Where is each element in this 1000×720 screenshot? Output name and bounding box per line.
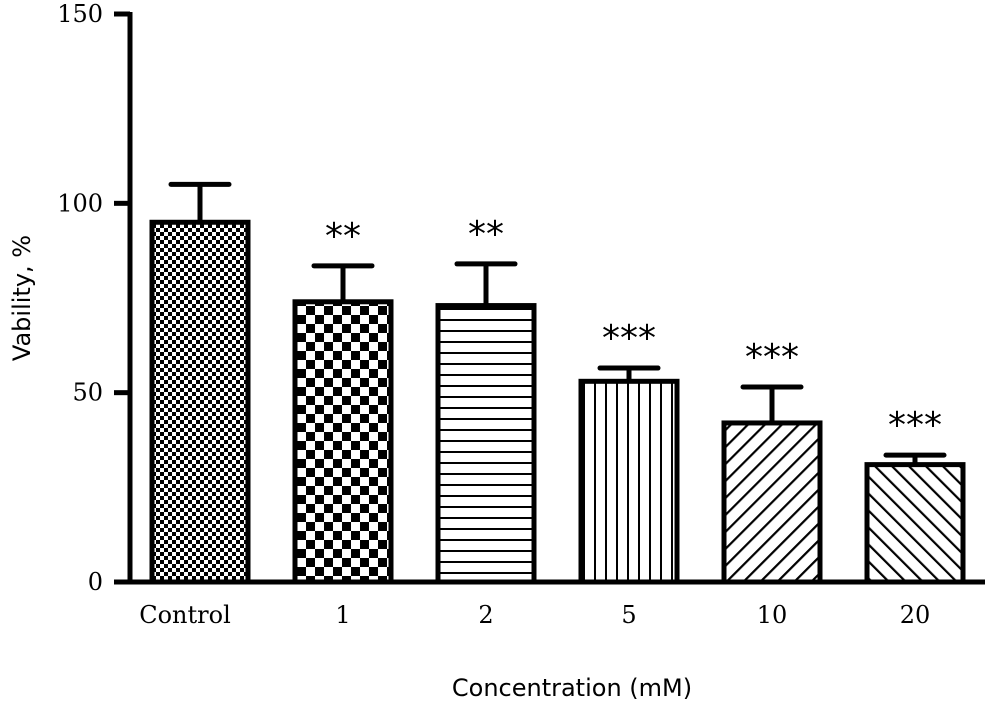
significance-label-2: **: [468, 214, 504, 255]
x-tick-label-3: 5: [621, 601, 636, 629]
x-axis-title: Concentration (mM): [452, 674, 692, 702]
x-tick-label-4: 10: [757, 601, 788, 629]
significance-label-1: **: [325, 216, 361, 257]
x-tick-label-0: Control: [139, 601, 231, 629]
bar-0: [149, 219, 251, 585]
bar-4: [721, 420, 823, 585]
error-bars-layer: [168, 181, 947, 465]
bar-2: [435, 303, 537, 585]
significance-layer: ** ***** ******: [325, 214, 942, 446]
y-tick-label-0: 0: [88, 568, 103, 596]
significance-label-3: ***: [602, 318, 656, 359]
significance-label-4: ***: [745, 337, 799, 378]
y-tick-label-3: 150: [57, 0, 103, 28]
x-ticks-layer: Control 1 2 5 10 20: [139, 601, 930, 629]
bars-layer: [149, 219, 966, 585]
y-axis-title: Vability, %: [8, 235, 36, 361]
bar-3: [578, 378, 680, 585]
y-ticks-layer: 0 50 100 150: [57, 0, 130, 596]
significance-label-5: ***: [888, 405, 942, 446]
bar-5: [864, 462, 966, 585]
x-tick-label-2: 2: [478, 601, 493, 629]
bar-1: [292, 299, 394, 585]
x-tick-label-1: 1: [335, 601, 350, 629]
y-tick-label-2: 100: [57, 189, 103, 217]
y-tick-label-1: 50: [72, 379, 103, 407]
x-tick-label-5: 20: [900, 601, 931, 629]
